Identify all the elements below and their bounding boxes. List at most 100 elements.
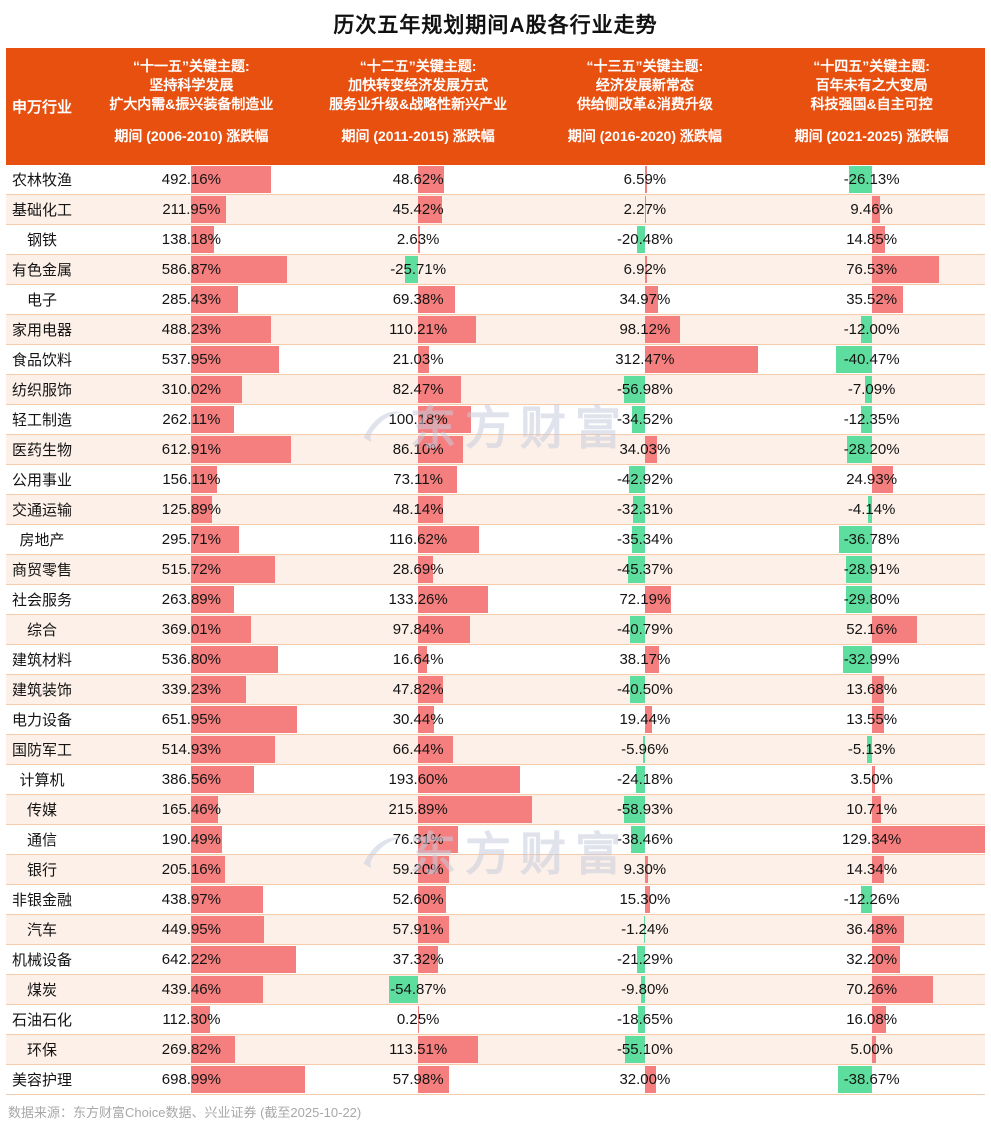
value-cell: 57.98% xyxy=(305,1065,532,1094)
positive-bar xyxy=(871,616,918,643)
value-label: 113.51% xyxy=(389,1041,448,1058)
value-cell: 9.46% xyxy=(758,195,985,224)
value-cell: 97.84% xyxy=(305,615,532,644)
table-row: 房地产 295.71% 116.62% -35.34% -36.78% xyxy=(6,525,985,555)
table-row: 农林牧渔 492.16% 48.62% 6.59% -26.13% xyxy=(6,165,985,195)
theme-line: 百年未有之大变局 xyxy=(815,77,928,93)
value-cell: 386.56% xyxy=(78,765,305,794)
table-row: 计算机 386.56% 193.60% -24.18% 3.50% xyxy=(6,765,985,795)
negative-bar xyxy=(628,556,645,583)
value-cell: 66.44% xyxy=(305,735,532,764)
value-cell: 76.31% xyxy=(305,825,532,854)
table-row: 家用电器 488.23% 110.21% 98.12% -12.00% xyxy=(6,315,985,345)
negative-bar xyxy=(638,1006,645,1033)
value-cell: 14.34% xyxy=(758,855,985,884)
industry-name: 交通运输 xyxy=(11,502,72,519)
positive-bar xyxy=(418,946,438,973)
value-cell: 112.30% xyxy=(78,1005,305,1034)
positive-bar xyxy=(418,886,446,913)
positive-bar xyxy=(418,466,457,493)
value-cell: 38.17% xyxy=(532,645,759,674)
value-label: -58.93% xyxy=(616,801,673,818)
value-label: 10.71% xyxy=(846,801,898,818)
value-cell: 15.30% xyxy=(532,885,759,914)
theme-line: “十一五”关键主题: xyxy=(133,58,250,74)
value-cell: 13.55% xyxy=(758,705,985,734)
value-cell: -9.80% xyxy=(532,975,759,1004)
value-label: 37.32% xyxy=(392,951,444,968)
positive-bar xyxy=(644,886,651,913)
positive-bar xyxy=(191,436,291,463)
period-header-1: “十一五”关键主题: 坚持科学发展 扩大内需&振兴装备制造业 期间 (2006-201… xyxy=(78,48,305,165)
value-cell: 35.52% xyxy=(758,285,985,314)
value-label: 66.44% xyxy=(392,741,444,758)
value-cell: 73.11% xyxy=(305,465,532,494)
negative-bar xyxy=(642,736,645,763)
value-cell: 21.03% xyxy=(305,345,532,374)
value-label: -40.47% xyxy=(843,351,900,368)
positive-bar xyxy=(191,526,240,553)
value-label: -12.35% xyxy=(843,411,900,428)
positive-bar xyxy=(871,196,880,223)
value-cell: 0.25% xyxy=(305,1005,532,1034)
table-row: 食品饮料 537.95% 21.03% 312.47% -40.47% xyxy=(6,345,985,375)
positive-bar xyxy=(191,556,276,583)
value-cell: 37.32% xyxy=(305,945,532,974)
theme-line: “十四五”关键主题: xyxy=(813,58,930,74)
value-label: 269.82% xyxy=(161,1041,221,1058)
value-cell: 125.89% xyxy=(78,495,305,524)
negative-bar xyxy=(846,556,872,583)
value-cell: 5.00% xyxy=(758,1035,985,1064)
negative-bar xyxy=(836,346,872,373)
value-label: -40.50% xyxy=(616,681,673,698)
table-row: 综合 369.01% 97.84% -40.79% 52.16% xyxy=(6,615,985,645)
value-cell: -1.24% xyxy=(532,915,759,944)
value-label: 16.08% xyxy=(846,1011,898,1028)
industry-name: 钢铁 xyxy=(26,232,57,249)
value-cell: 6.92% xyxy=(532,255,759,284)
value-label: 125.89% xyxy=(161,501,221,518)
value-label: 386.56% xyxy=(161,771,221,788)
value-label: -40.79% xyxy=(616,621,673,638)
value-cell: 310.02% xyxy=(78,375,305,404)
value-label: 156.11% xyxy=(162,471,221,488)
positive-bar xyxy=(191,256,287,283)
value-label: -38.67% xyxy=(843,1071,900,1088)
value-label: -26.13% xyxy=(843,171,900,188)
theme-line: 加快转变经济发展方式 xyxy=(348,77,489,93)
value-cell: 651.95% xyxy=(78,705,305,734)
positive-bar xyxy=(418,826,459,853)
value-cell: 34.03% xyxy=(532,435,759,464)
negative-bar xyxy=(637,946,645,973)
table-row: 传媒 165.46% 215.89% -58.93% 10.71% xyxy=(6,795,985,825)
value-cell: 165.46% xyxy=(78,795,305,824)
industry-name: 通信 xyxy=(26,832,57,849)
industry-name: 汽车 xyxy=(26,922,57,939)
value-label: 14.34% xyxy=(846,861,898,878)
value-label: 72.19% xyxy=(619,591,671,608)
theme-line: 服务业升级&战略性新兴产业 xyxy=(329,96,508,112)
value-label: 190.49% xyxy=(161,831,221,848)
positive-bar xyxy=(871,1006,886,1033)
negative-bar xyxy=(623,796,645,823)
value-label: 14.85% xyxy=(846,231,898,248)
table-row: 建筑材料 536.80% 16.64% 38.17% -32.99% xyxy=(6,645,985,675)
value-cell: 59.20% xyxy=(305,855,532,884)
negative-bar xyxy=(839,526,872,553)
industry-column-header: 申万行业 xyxy=(11,99,72,116)
value-label: 6.92% xyxy=(623,261,667,278)
table-row: 社会服务 263.89% 133.26% 72.19% -29.80% xyxy=(6,585,985,615)
industry-name: 医药生物 xyxy=(11,442,72,459)
positive-bar xyxy=(418,856,450,883)
value-cell: 52.16% xyxy=(758,615,985,644)
positive-bar xyxy=(191,586,235,613)
negative-bar xyxy=(630,676,645,703)
positive-bar xyxy=(871,256,939,283)
negative-bar xyxy=(848,166,872,193)
table-row: 电子 285.43% 69.38% 34.97% 35.52% xyxy=(6,285,985,315)
value-cell: -32.31% xyxy=(532,495,759,524)
value-label: -32.31% xyxy=(616,501,673,518)
value-cell: 72.19% xyxy=(532,585,759,614)
positive-bar xyxy=(871,946,900,973)
industry-name: 社会服务 xyxy=(11,592,72,609)
